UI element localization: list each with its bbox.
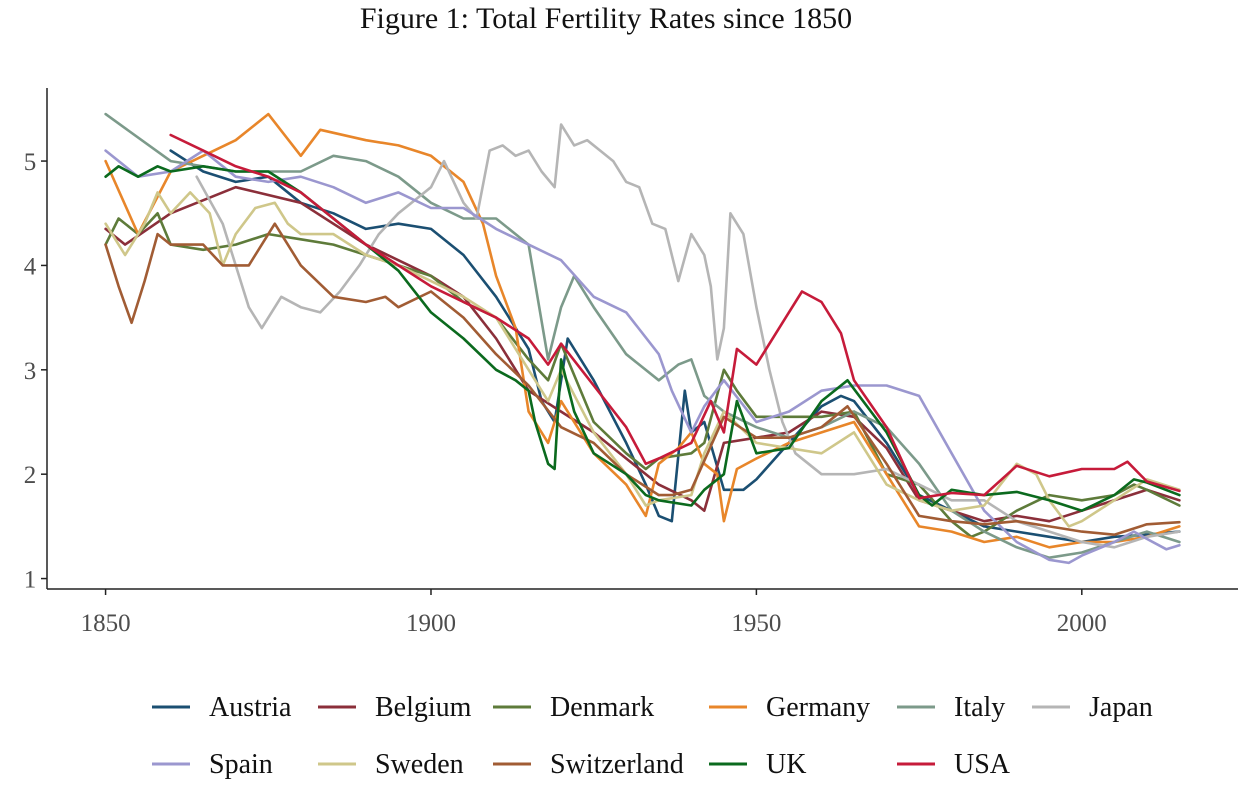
y-tick-label: 1: [24, 567, 37, 594]
legend-item-spain: Spain: [152, 749, 273, 780]
legend-item-switzerland: Switzerland: [493, 749, 684, 780]
series-line-sweden: [104, 191, 1181, 528]
axes: 1 2 3 4 5 1850 1900 1950 2000: [24, 88, 1238, 637]
legend-label: USA: [954, 749, 1011, 780]
y-tick-label: 4: [24, 253, 37, 280]
legend-item-austria: Austria: [152, 692, 292, 723]
series-line-uk: [104, 165, 1181, 512]
series-line-germany: [104, 112, 1181, 549]
legend-label: Sweden: [375, 749, 464, 780]
legend-item-belgium: Belgium: [318, 692, 472, 723]
chart-title: Figure 1: Total Fertility Rates since 18…: [360, 2, 852, 35]
legend-label: Spain: [209, 749, 273, 780]
legend-item-sweden: Sweden: [318, 749, 464, 780]
series-lines: [104, 112, 1181, 565]
series-line-spain: [104, 149, 1181, 565]
series-line-italy: [104, 112, 1181, 559]
series-line-switzerland: [104, 222, 1181, 536]
y-tick-label: 5: [24, 149, 37, 176]
legend-item-uk: UK: [709, 749, 806, 780]
series-line-denmark: [104, 212, 1181, 539]
legend-label: UK: [766, 749, 806, 780]
x-tick-label: 2000: [1057, 610, 1107, 637]
legend-label: Germany: [766, 692, 870, 723]
legend-label: Japan: [1089, 692, 1153, 723]
legend-item-japan: Japan: [1032, 692, 1153, 723]
legend-item-usa: USA: [897, 749, 1011, 780]
y-tick-label: 3: [24, 358, 37, 385]
legend-label: Austria: [209, 692, 292, 723]
x-tick-label: 1850: [81, 610, 131, 637]
legend-item-denmark: Denmark: [493, 692, 654, 723]
legend-label: Switzerland: [550, 749, 684, 780]
legend-item-italy: Italy: [897, 692, 1005, 723]
series-line-usa: [169, 133, 1181, 500]
series-line-japan: [195, 123, 1181, 549]
legend-label: Belgium: [375, 692, 472, 723]
legend-label: Italy: [954, 692, 1005, 723]
legend: Austria Belgium Denmark Germany Italy Japan Sp…: [152, 692, 1153, 780]
x-tick-label: 1900: [406, 610, 456, 637]
y-tick-label: 2: [24, 462, 37, 489]
legend-label: Denmark: [550, 692, 654, 723]
legend-item-germany: Germany: [709, 692, 870, 723]
x-tick-label: 1950: [731, 610, 781, 637]
